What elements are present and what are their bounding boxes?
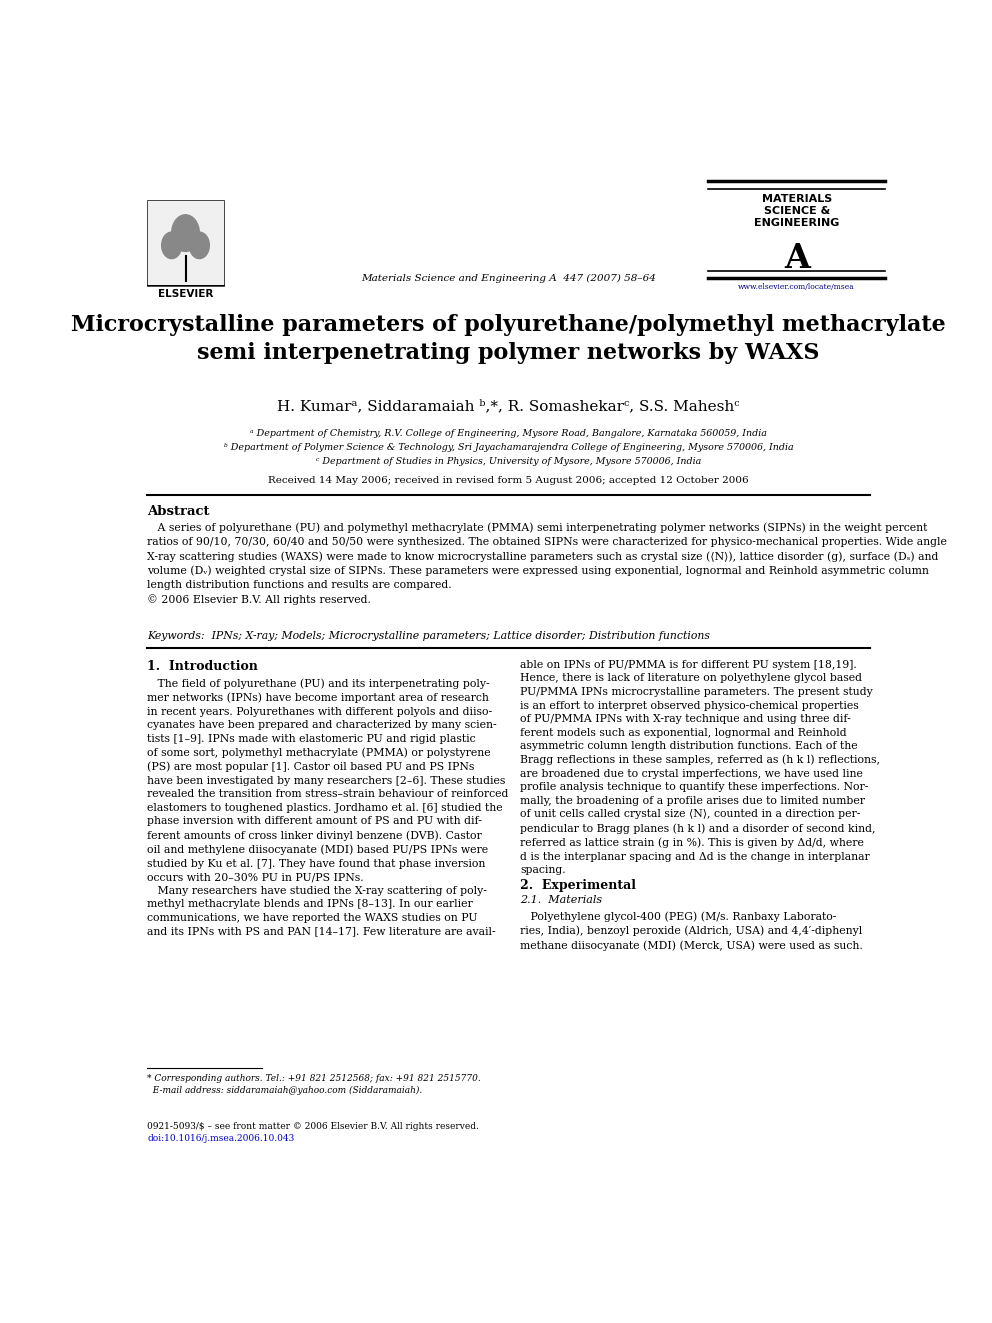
- Text: 0921-5093/$ – see front matter © 2006 Elsevier B.V. All rights reserved.: 0921-5093/$ – see front matter © 2006 El…: [147, 1122, 479, 1131]
- Text: MATERIALS
SCIENCE &
ENGINEERING: MATERIALS SCIENCE & ENGINEERING: [754, 194, 839, 229]
- Text: H. Kumarᵃ, Siddaramaiah ᵇ,*, R. Somashekarᶜ, S.S. Maheshᶜ: H. Kumarᵃ, Siddaramaiah ᵇ,*, R. Somashek…: [277, 400, 740, 413]
- Text: A: A: [784, 242, 809, 275]
- Text: Polyethylene glycol-400 (PEG) (M/s. Ranbaxy Laborato-
ries, India), benzoyl pero: Polyethylene glycol-400 (PEG) (M/s. Ranb…: [520, 912, 863, 951]
- Text: doi:10.1016/j.msea.2006.10.043: doi:10.1016/j.msea.2006.10.043: [147, 1134, 295, 1143]
- Text: 1.  Introduction: 1. Introduction: [147, 660, 258, 673]
- Text: The field of polyurethane (PU) and its interpenetrating poly-
mer networks (IPNs: The field of polyurethane (PU) and its i…: [147, 679, 509, 937]
- Text: A series of polyurethane (PU) and polymethyl methacrylate (PMMA) semi interpenet: A series of polyurethane (PU) and polyme…: [147, 523, 947, 605]
- Text: Received 14 May 2006; received in revised form 5 August 2006; accepted 12 Octobe: Received 14 May 2006; received in revise…: [268, 475, 749, 484]
- Circle shape: [162, 232, 182, 258]
- Text: ELSEVIER: ELSEVIER: [158, 290, 213, 299]
- Text: able on IPNs of PU/PMMA is for different PU system [18,19].
Hence, there is lack: able on IPNs of PU/PMMA is for different…: [520, 660, 880, 876]
- Text: ᵃ Department of Chemistry, R.V. College of Engineering, Mysore Road, Bangalore, : ᵃ Department of Chemistry, R.V. College …: [250, 429, 767, 438]
- Text: 2.  Experimental: 2. Experimental: [520, 878, 636, 892]
- Text: Keywords:  IPNs; X-ray; Models; Microcrystalline parameters; Lattice disorder; D: Keywords: IPNs; X-ray; Models; Microcrys…: [147, 631, 710, 642]
- Text: Materials Science and Engineering A  447 (2007) 58–64: Materials Science and Engineering A 447 …: [361, 274, 656, 283]
- Text: ᵇ Department of Polymer Science & Technology, Sri Jayachamarajendra College of E: ᵇ Department of Polymer Science & Techno…: [223, 443, 794, 452]
- Text: 2.1.  Materials: 2.1. Materials: [520, 896, 602, 905]
- Circle shape: [189, 232, 209, 258]
- Text: ᶜ Department of Studies in Physics, University of Mysore, Mysore 570006, India: ᶜ Department of Studies in Physics, Univ…: [315, 458, 701, 466]
- Circle shape: [172, 214, 199, 251]
- Text: Abstract: Abstract: [147, 505, 209, 519]
- Text: Microcrystalline parameters of polyurethane/polymethyl methacrylate
semi interpe: Microcrystalline parameters of polyureth…: [71, 314, 945, 364]
- Bar: [147, 200, 224, 286]
- Text: www.elsevier.com/locate/msea: www.elsevier.com/locate/msea: [738, 283, 855, 291]
- Text: * Corresponding authors. Tel.: +91 821 2512568; fax: +91 821 2515770.
  E-mail a: * Corresponding authors. Tel.: +91 821 2…: [147, 1073, 481, 1094]
